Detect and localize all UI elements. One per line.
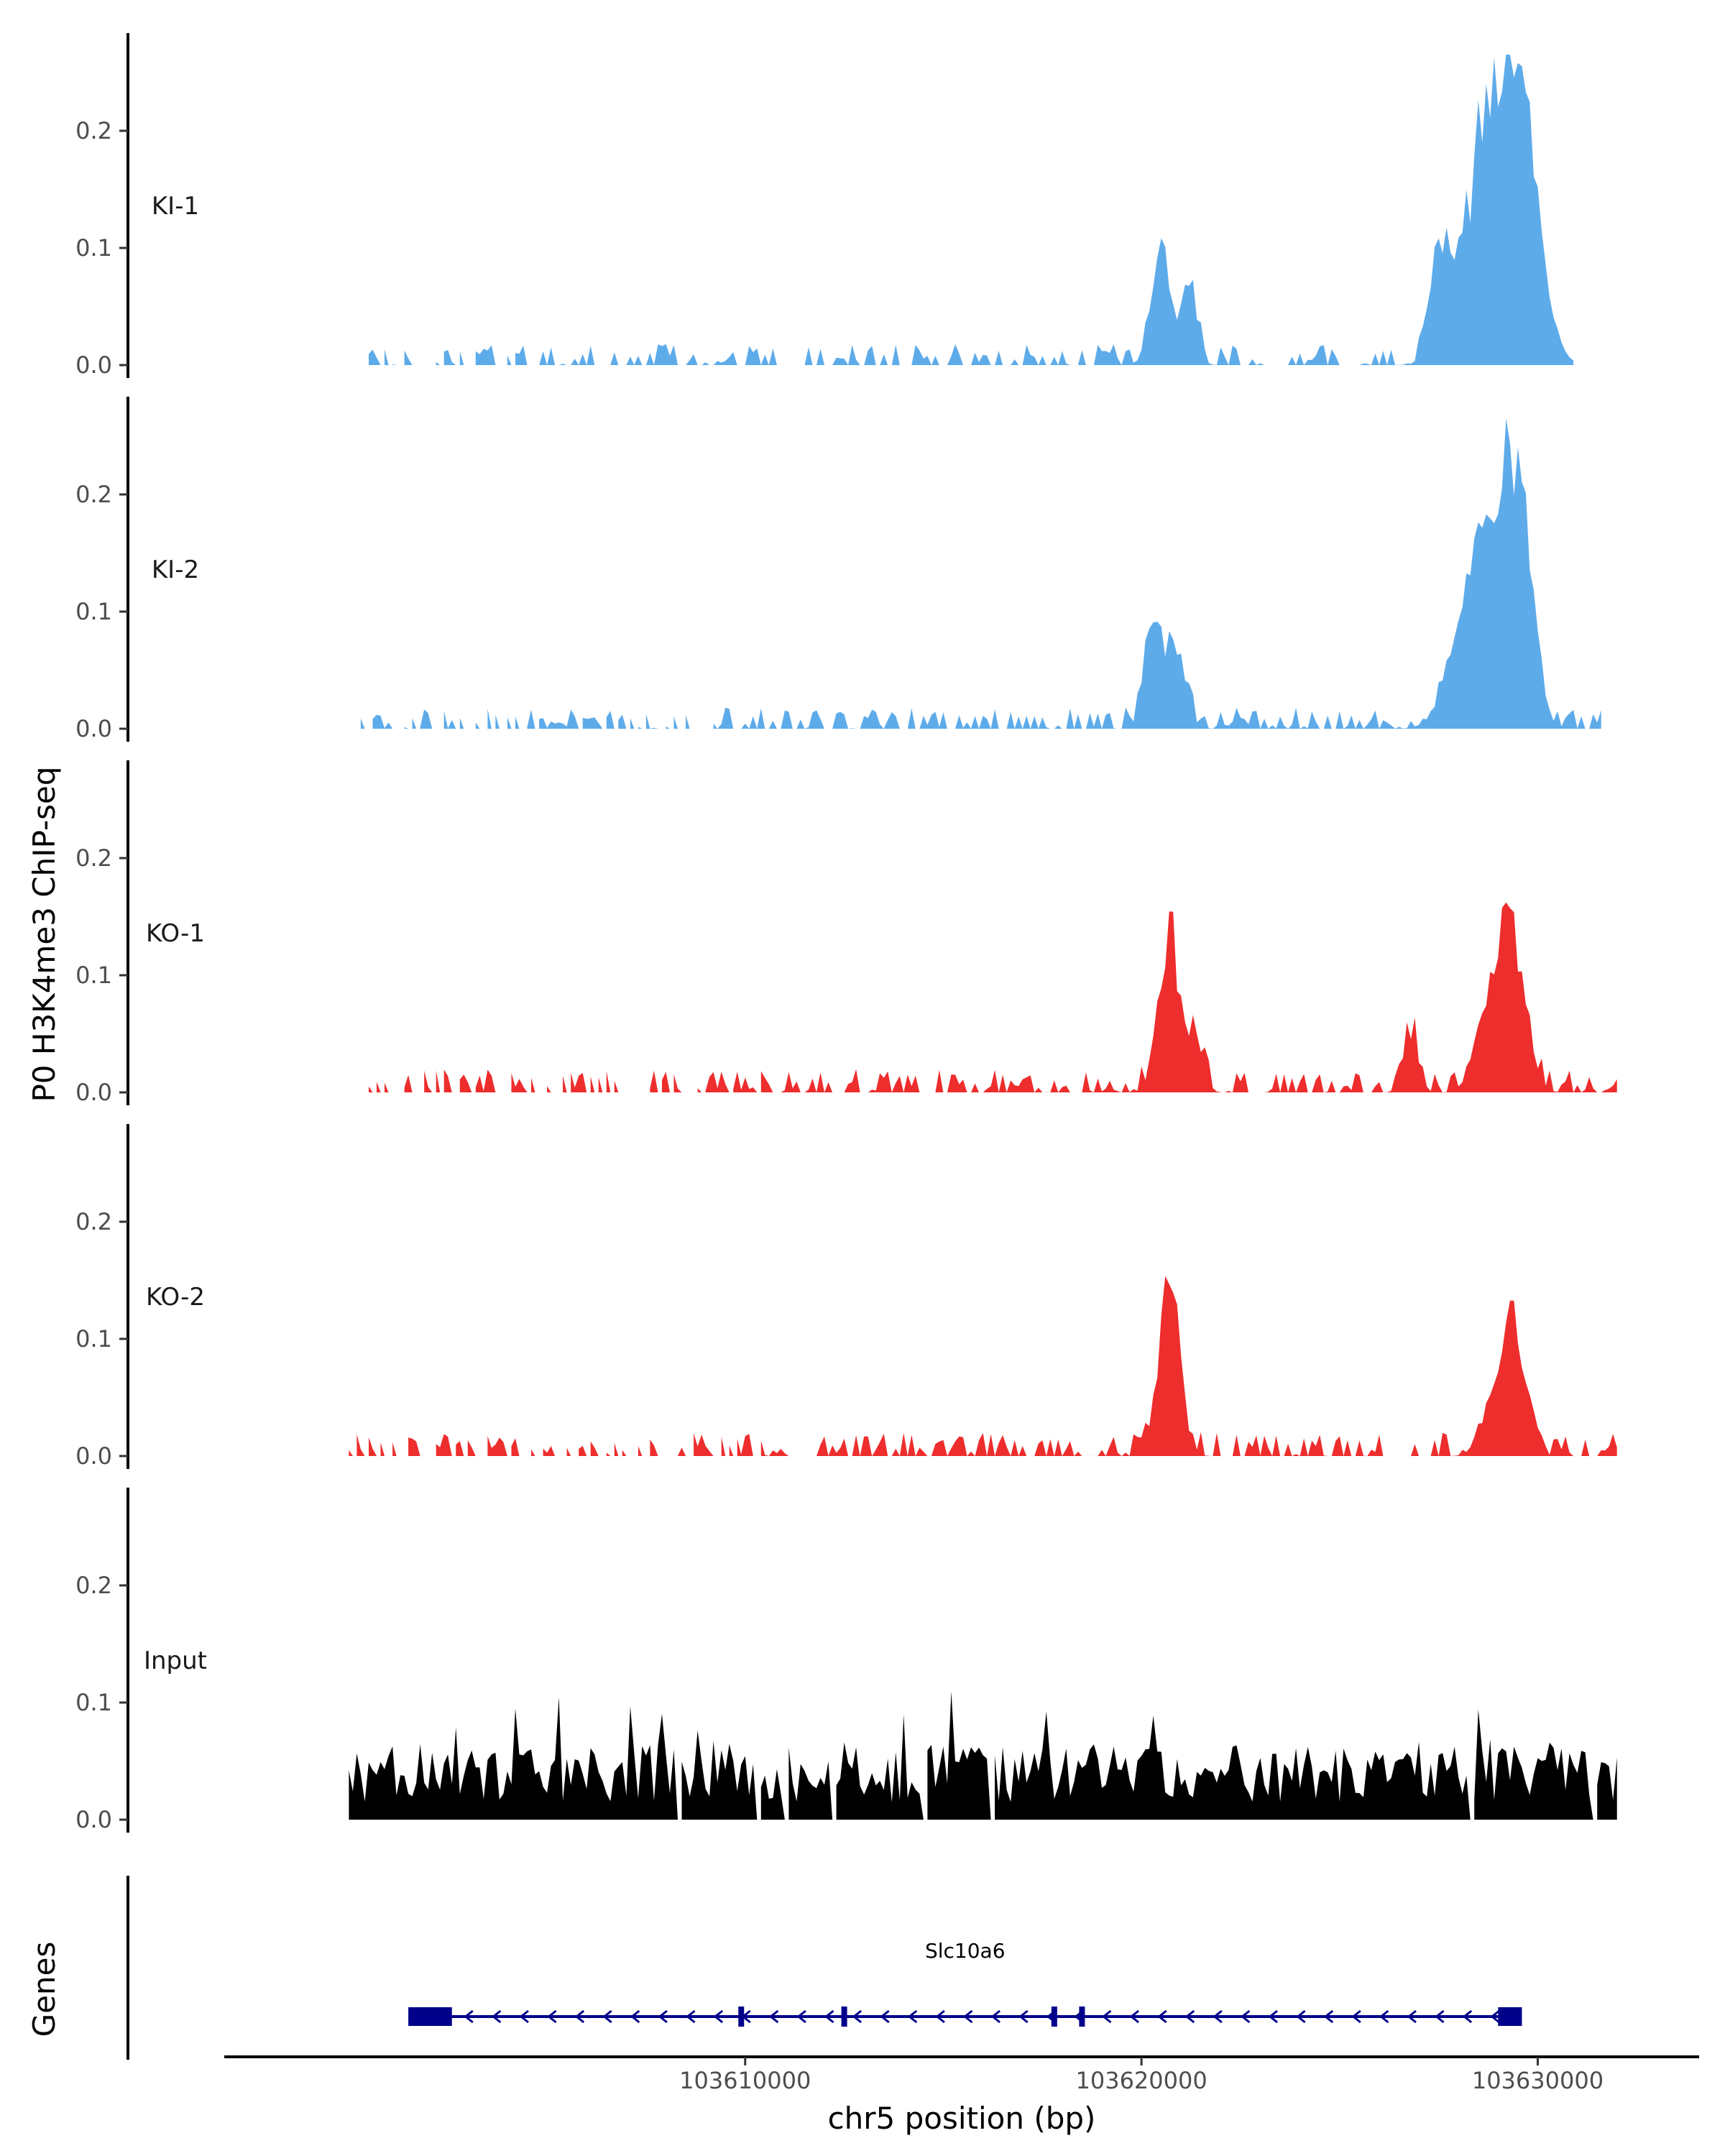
gene-exon: [1051, 2007, 1057, 2027]
y-tick-label: 0.0: [75, 351, 112, 379]
track-label: KO-1: [146, 919, 205, 948]
strand-arrow: [519, 2009, 529, 2024]
y-tick-label: 0.1: [75, 1325, 112, 1353]
x-tick-label: 103620000: [1075, 2067, 1207, 2094]
strand-arrow: [1407, 2009, 1417, 2024]
y-tick-label: 0.1: [75, 598, 112, 625]
track-panel-ki-2: 0.0 0.1 0.2 KI-2: [75, 397, 1601, 742]
y-tick-label: 0.2: [75, 1572, 112, 1599]
coverage-area: [349, 1691, 1617, 1820]
genes-panel: Slc10a6: [126, 1876, 1522, 2060]
strand-arrow: [574, 2009, 585, 2024]
strand-arrow: [1018, 2009, 1029, 2024]
track-label: KO-2: [146, 1283, 205, 1312]
gene-utr-block: [1498, 2007, 1522, 2026]
track-label: KI-1: [152, 192, 199, 221]
strand-arrow: [547, 2009, 557, 2024]
strand-arrow: [1462, 2009, 1473, 2024]
strand-arrow: [713, 2009, 724, 2024]
y-tick-label: 0.0: [75, 715, 112, 742]
strand-arrow: [630, 2009, 640, 2024]
strand-arrow: [1268, 2009, 1278, 2024]
track-panels: 0.00.10.2KI-10.00.10.2KI-20.00.10.2KO-10…: [75, 33, 1617, 1833]
gene-exon: [841, 2007, 847, 2027]
coverage-area: [369, 902, 1617, 1092]
y-tick-label: 0.0: [75, 1442, 112, 1470]
y-tick-label: 0.2: [75, 1208, 112, 1235]
y-tick-label: 0.2: [75, 117, 112, 144]
strand-arrow: [492, 2009, 502, 2024]
y-tick-label: 0.0: [75, 1806, 112, 1833]
x-axis: 103610000 103620000 103630000: [224, 2055, 1699, 2094]
y-tick-label: 0.1: [75, 962, 112, 989]
track-panel-ki-1: 0.0 0.1 0.2 KI-1: [75, 33, 1574, 379]
coverage-area: [360, 418, 1601, 729]
strand-arrow: [824, 2009, 834, 2024]
strand-arrow: [1129, 2009, 1140, 2024]
x-axis-title: chr5 position (bp): [828, 2101, 1096, 2136]
strand-arrow: [1241, 2009, 1251, 2024]
strand-arrow: [1490, 2009, 1500, 2024]
coverage-area: [349, 1276, 1617, 1456]
strand-arrow: [464, 2009, 474, 2024]
strand-arrow: [852, 2009, 862, 2024]
y-tick-label: 0.1: [75, 234, 112, 262]
strand-arrow: [1323, 2009, 1334, 2024]
gene-exon: [738, 2007, 745, 2027]
strand-arrow: [907, 2009, 918, 2024]
strand-arrow: [880, 2009, 890, 2024]
y-tick-label: 0.0: [75, 1079, 112, 1106]
strand-arrow: [963, 2009, 973, 2024]
strand-arrow: [1296, 2009, 1306, 2024]
track-label: Input: [144, 1646, 207, 1675]
track-panel-input: 0.0 0.1 0.2 Input: [75, 1488, 1617, 1833]
track-label: KI-2: [152, 556, 199, 584]
strand-arrow: [1379, 2009, 1389, 2024]
genes-axis-title: Genes: [27, 1942, 62, 2037]
strand-arrow: [935, 2009, 945, 2024]
strand-arrow: [602, 2009, 612, 2024]
strand-arrow: [658, 2009, 668, 2024]
x-tick-label: 103630000: [1472, 2067, 1604, 2094]
track-panel-ko-2: 0.0 0.1 0.2 KO-2: [75, 1124, 1617, 1470]
strand-arrow: [686, 2009, 696, 2024]
gene-utr-block: [408, 2007, 452, 2026]
strand-arrow: [1184, 2009, 1195, 2024]
gene-exon: [1079, 2007, 1085, 2027]
y-tick-label: 0.2: [75, 481, 112, 508]
strand-arrow: [768, 2009, 779, 2024]
strand-arrow: [1102, 2009, 1112, 2024]
coverage-area: [369, 55, 1574, 365]
x-tick-label: 103610000: [679, 2067, 811, 2094]
strand-arrow: [1435, 2009, 1445, 2024]
y-tick-label: 0.2: [75, 844, 112, 872]
track-panel-ko-1: 0.0 0.1 0.2 KO-1: [75, 760, 1617, 1106]
strand-arrow: [796, 2009, 806, 2024]
gene-name-label: Slc10a6: [925, 1939, 1006, 1963]
strand-arrow: [1351, 2009, 1361, 2024]
strand-arrow: [1157, 2009, 1167, 2024]
strand-arrow: [990, 2009, 1001, 2024]
strand-arrow: [1213, 2009, 1223, 2024]
y-tick-label: 0.1: [75, 1689, 112, 1716]
y-axis-title: P0 H3K4me3 ChIP-seq: [27, 766, 62, 1102]
